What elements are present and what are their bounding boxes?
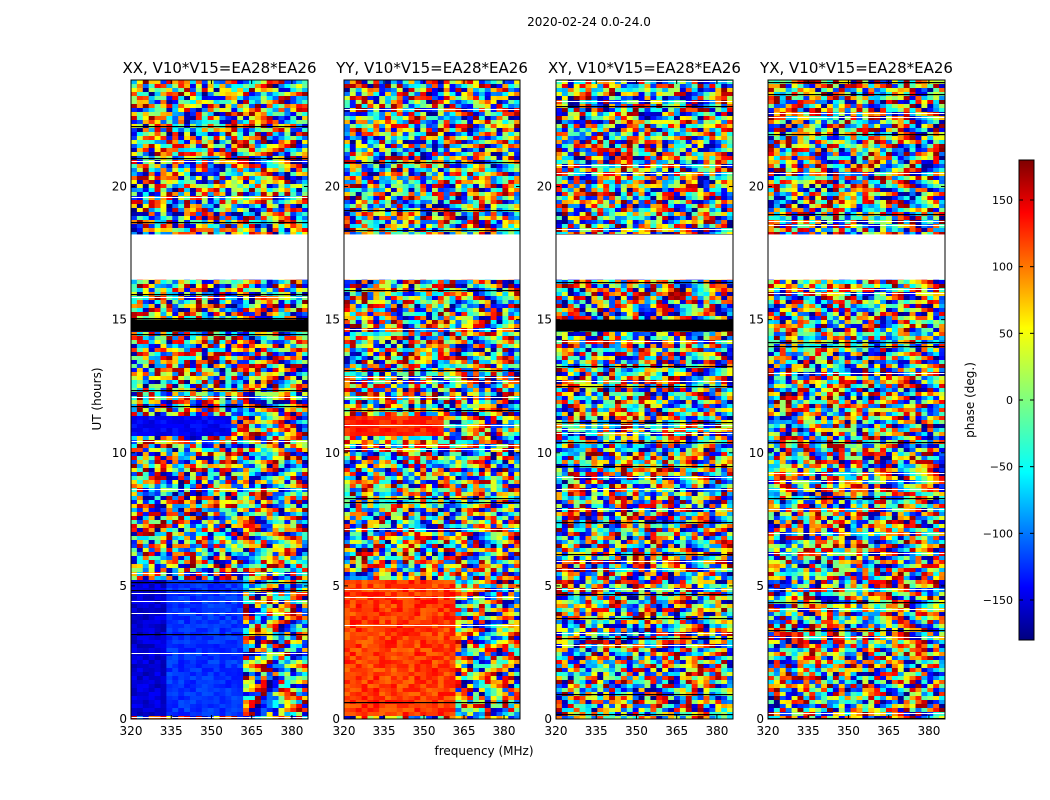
flagged-region — [131, 234, 308, 280]
x-tick-label: 320 — [545, 724, 568, 738]
y-tick-label: 5 — [332, 579, 340, 593]
flagged-region — [556, 234, 733, 280]
x-tick-label: 335 — [797, 724, 820, 738]
colorbar-tick-label: −100 — [983, 527, 1013, 540]
x-tick-label: 335 — [373, 724, 396, 738]
panel-yx: YX, V10*V15=EA28*EA26 320 335 350 365 380 0 5 10… — [749, 59, 953, 738]
panel-xx: XX, V10*V15=EA28*EA26 320 335 350 365 380 0 5 10… — [112, 59, 317, 738]
x-tick-label: 365 — [453, 724, 476, 738]
no-data-region — [131, 319, 308, 332]
panel-title: XY, V10*V15=EA28*EA26 — [548, 59, 741, 77]
panels: XX, V10*V15=EA28*EA26 320 335 350 365 380 0 5 10… — [112, 59, 953, 738]
colorbar-tick-label: 50 — [999, 327, 1013, 340]
y-tick-label: 10 — [112, 446, 127, 460]
x-tick-label: 350 — [413, 724, 436, 738]
x-tick-label: 335 — [585, 724, 608, 738]
y-tick-label: 10 — [325, 446, 340, 460]
x-tick-label: 365 — [877, 724, 900, 738]
y-tick-label: 0 — [544, 712, 552, 726]
colorbar-tick-label: −50 — [990, 461, 1013, 474]
x-tick-label: 350 — [200, 724, 223, 738]
x-tick-label: 320 — [333, 724, 356, 738]
panel-xy: XY, V10*V15=EA28*EA26 320 335 350 365 380 0 5 10… — [537, 59, 741, 738]
x-tick-label: 365 — [665, 724, 688, 738]
y-tick-label: 15 — [749, 313, 764, 327]
y-tick-label: 5 — [119, 579, 127, 593]
y-tick-label: 20 — [325, 180, 340, 194]
colorbar-label: phase (deg.) — [963, 362, 977, 438]
x-tick-label: 365 — [240, 724, 263, 738]
figure-suptitle: 2020-02-24 0.0-24.0 — [527, 15, 651, 29]
y-tick-label: 10 — [537, 446, 552, 460]
flagged-region — [768, 234, 945, 280]
y-tick-label: 20 — [537, 180, 552, 194]
y-tick-label: 5 — [544, 579, 552, 593]
y-tick-label: 10 — [749, 446, 764, 460]
flagged-region — [344, 234, 520, 280]
panel-yy: YY, V10*V15=EA28*EA26 320 335 350 365 380 0 5 10… — [325, 59, 528, 738]
panel-frame — [555, 79, 734, 720]
panel-frame — [343, 79, 521, 720]
x-axis-label: frequency (MHz) — [434, 744, 533, 758]
colorbar-tick-label: 150 — [992, 194, 1013, 207]
colorbar-ticks: 150 100 50 0 −50 −100 −150 — [983, 194, 1034, 607]
x-tick-label: 320 — [757, 724, 780, 738]
colorbar-tick-label: 100 — [992, 261, 1013, 274]
panel-frame — [767, 79, 946, 720]
colorbar: 150 100 50 0 −50 −100 −150 phase (deg.) — [963, 159, 1035, 641]
colorbar-tick-label: −150 — [983, 594, 1013, 607]
x-tick-label: 380 — [917, 724, 940, 738]
panel-xx-heatmap — [131, 80, 308, 719]
x-tick-label: 335 — [160, 724, 183, 738]
panel-title: YY, V10*V15=EA28*EA26 — [335, 59, 528, 77]
y-tick-label: 20 — [749, 180, 764, 194]
y-tick-label: 15 — [112, 313, 127, 327]
panel-yx-heatmap — [768, 80, 945, 719]
x-tick-label: 380 — [493, 724, 516, 738]
x-tick-label: 350 — [625, 724, 648, 738]
y-tick-label: 0 — [756, 712, 764, 726]
x-tick-label: 380 — [705, 724, 728, 738]
panel-xy-heatmap — [556, 80, 733, 719]
x-tick-label: 350 — [837, 724, 860, 738]
x-tick-label: 380 — [280, 724, 303, 738]
panel-yy-heatmap — [344, 80, 520, 719]
y-axis-label: UT (hours) — [90, 367, 104, 430]
y-tick-label: 5 — [756, 579, 764, 593]
y-tick-label: 20 — [112, 180, 127, 194]
no-data-region — [556, 319, 733, 332]
panel-title: XX, V10*V15=EA28*EA26 — [122, 59, 316, 77]
x-tick-label: 320 — [120, 724, 143, 738]
y-tick-label: 0 — [332, 712, 340, 726]
y-tick-label: 15 — [537, 313, 552, 327]
colorbar-tick-label: 0 — [1006, 394, 1013, 407]
y-tick-label: 0 — [119, 712, 127, 726]
panel-title: YX, V10*V15=EA28*EA26 — [759, 59, 953, 77]
y-tick-label: 15 — [325, 313, 340, 327]
panel-frame — [130, 79, 309, 720]
